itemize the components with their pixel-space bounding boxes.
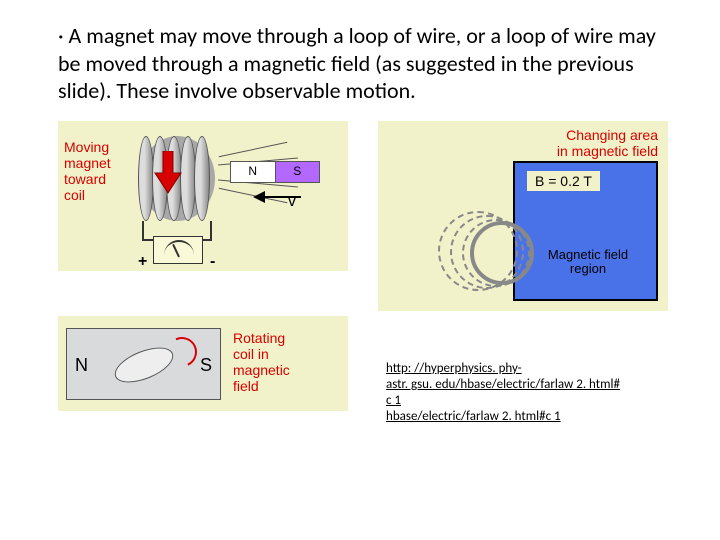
fig1-label-l4: coil (64, 187, 85, 203)
fig3-label-l2: coil in (233, 346, 269, 362)
fig2-label-l2: in magnetic field (557, 143, 658, 159)
figures-container: Moving magnet toward coil (58, 121, 670, 481)
fig1-label-l1: Moving (64, 139, 109, 155)
field-line (219, 141, 288, 157)
fig2-label: Changing area in magnetic field (557, 127, 658, 159)
galvanometer-icon (153, 236, 203, 264)
fig3-label-l4: field (233, 378, 259, 394)
wire (210, 221, 212, 239)
plus-sign: + (138, 253, 147, 271)
fig3-label-l3: magnetic (233, 362, 290, 378)
region-l2: region (570, 261, 606, 276)
bullet-glyph: · (58, 22, 64, 49)
red-arrow-icon (153, 151, 183, 196)
fig3-n-label: N (75, 355, 88, 376)
fig1-label-l3: toward (64, 171, 106, 187)
region-l1: Magnetic field (548, 247, 628, 262)
velocity-label: v (288, 193, 296, 211)
figure-changing-area: Changing area in magnetic field B = 0.2 … (378, 121, 668, 311)
fig3-label-l1: Rotating (233, 330, 285, 346)
magnet-gap-icon: N S (66, 328, 221, 400)
url-line-2[interactable]: astr. gsu. edu/hbase/electric/farlaw 2. … (386, 377, 620, 392)
fig1-label: Moving magnet toward coil (64, 139, 111, 203)
fig1-label-l2: magnet (64, 155, 111, 171)
wire-ring-icon (470, 221, 534, 285)
main-bullet-text: · A magnet may move through a loop of wi… (58, 22, 670, 105)
fig3-s-label: S (200, 355, 212, 376)
main-text: A magnet may move through a loop of wire… (58, 22, 656, 104)
figure-moving-magnet: Moving magnet toward coil (58, 121, 348, 271)
magnet-bar-icon: N S (230, 161, 320, 183)
figure-rotating-coil: N S Rotating coil in magnetic field (58, 316, 348, 411)
fig2-label-l1: Changing area (566, 127, 658, 143)
url-line-3[interactable]: c 1 (386, 393, 401, 408)
magnet-n-label: N (230, 161, 276, 183)
wire (142, 221, 144, 239)
fig3-label: Rotating coil in magnetic field (233, 330, 290, 394)
url-line-4[interactable]: hbase/electric/farlaw 2. html#c 1 (386, 409, 561, 424)
wire (202, 239, 212, 241)
b-value-label: B = 0.2 T (527, 171, 600, 191)
url-line-1[interactable]: http: //hyperphysics. phy- (386, 361, 522, 376)
magnetic-field-region: B = 0.2 T Magnetic field region (513, 161, 658, 301)
magnet-s-label: S (276, 161, 321, 183)
source-url: http: //hyperphysics. phy- astr. gsu. ed… (386, 361, 676, 426)
minus-sign: - (210, 253, 215, 271)
region-label: Magnetic field region (533, 248, 643, 278)
